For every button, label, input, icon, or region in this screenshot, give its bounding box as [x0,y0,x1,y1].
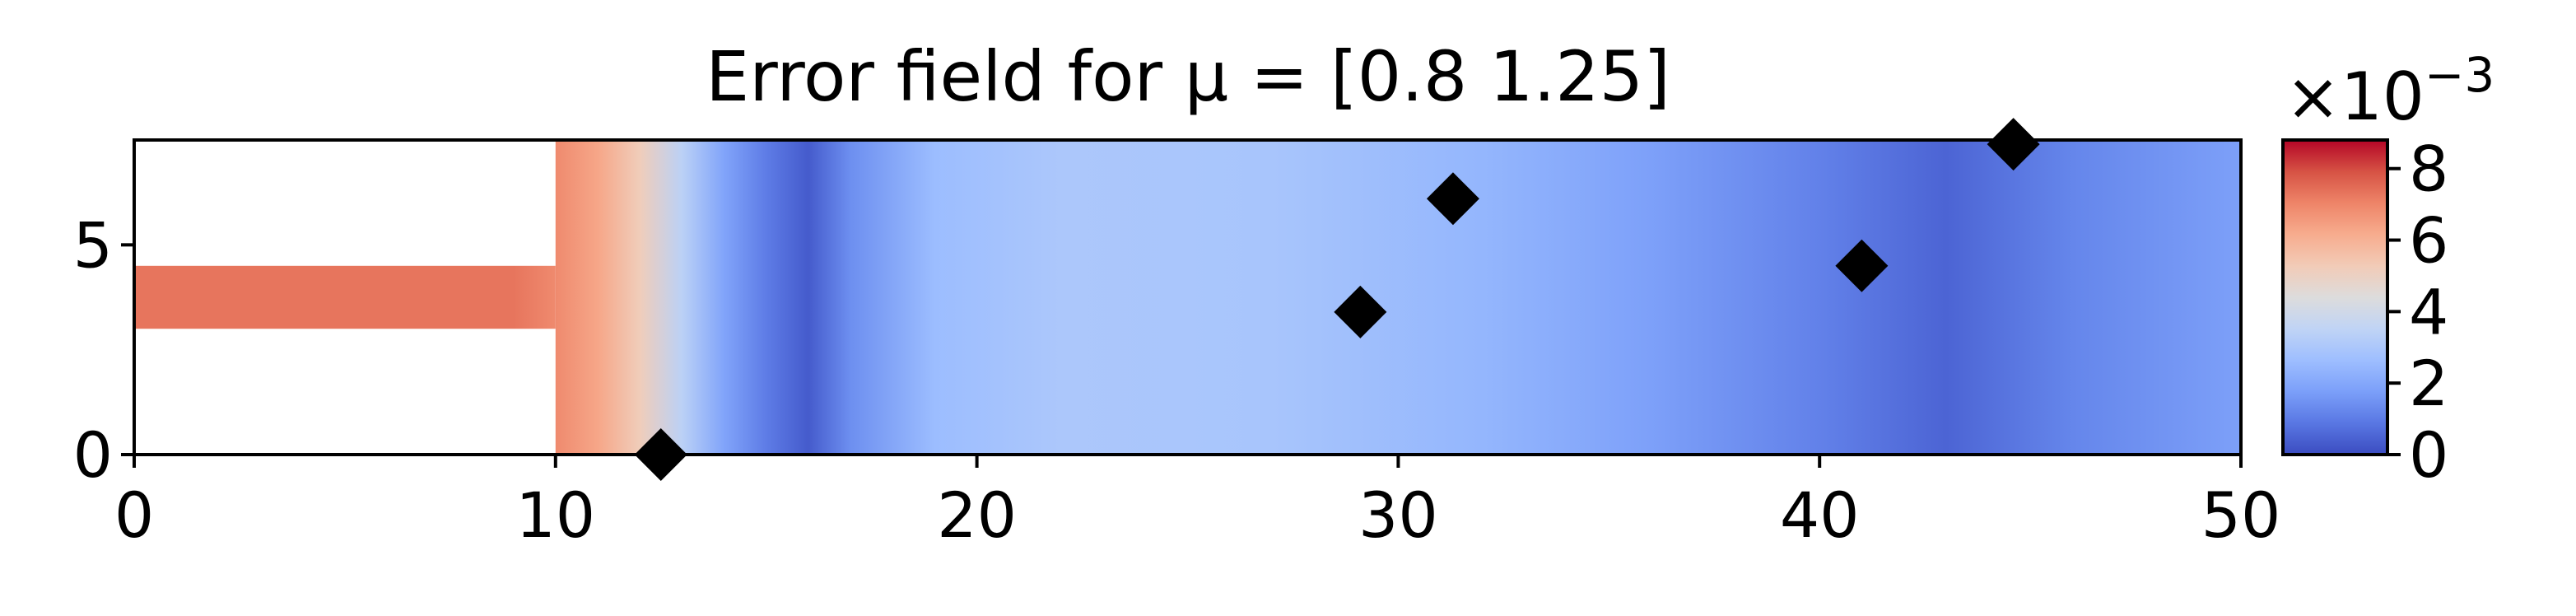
error-field-heatmap [134,140,2241,455]
colorbar-multiplier-exponent: −3 [2425,47,2495,103]
y-axis: 05 [73,208,134,492]
colorbar-tick-label-2: 2 [2409,347,2448,420]
inlet-channel-region [134,265,556,329]
x-tick-label-10: 10 [515,478,595,552]
x-tick-label-50: 50 [2201,478,2281,552]
colorbar-multiplier-base: ×10 [2285,58,2425,135]
colorbar-tick-label-4: 4 [2409,275,2448,348]
x-tick-label-40: 40 [1780,478,1860,552]
y-tick-label-0: 0 [73,418,113,492]
sensor-marker-5 [1987,118,2040,171]
chart-title: Error field for μ = [0.8 1.25] [706,36,1670,117]
x-tick-label-0: 0 [114,478,154,552]
colorbar-multiplier: ×10−3 [2285,47,2494,135]
sensor-marker-2 [1334,285,1387,338]
y-tick-label-5: 5 [73,208,113,282]
sensor-marker-3 [1426,172,1479,226]
sensor-markers [634,118,2040,481]
colorbar-tick-label-0: 0 [2409,418,2448,492]
plot-frame [133,138,2243,456]
x-tick-label-20: 20 [937,478,1017,552]
colorbar [2281,138,2389,456]
x-tick-label-30: 30 [1358,478,1438,552]
colorbar-tick-label-8: 8 [2409,133,2448,206]
colorbar-tick-label-6: 6 [2409,204,2448,278]
x-axis: 0 10 20 30 40 50 [114,455,2281,552]
sensor-marker-4 [1835,239,1889,292]
main-channel-region [555,140,2241,455]
